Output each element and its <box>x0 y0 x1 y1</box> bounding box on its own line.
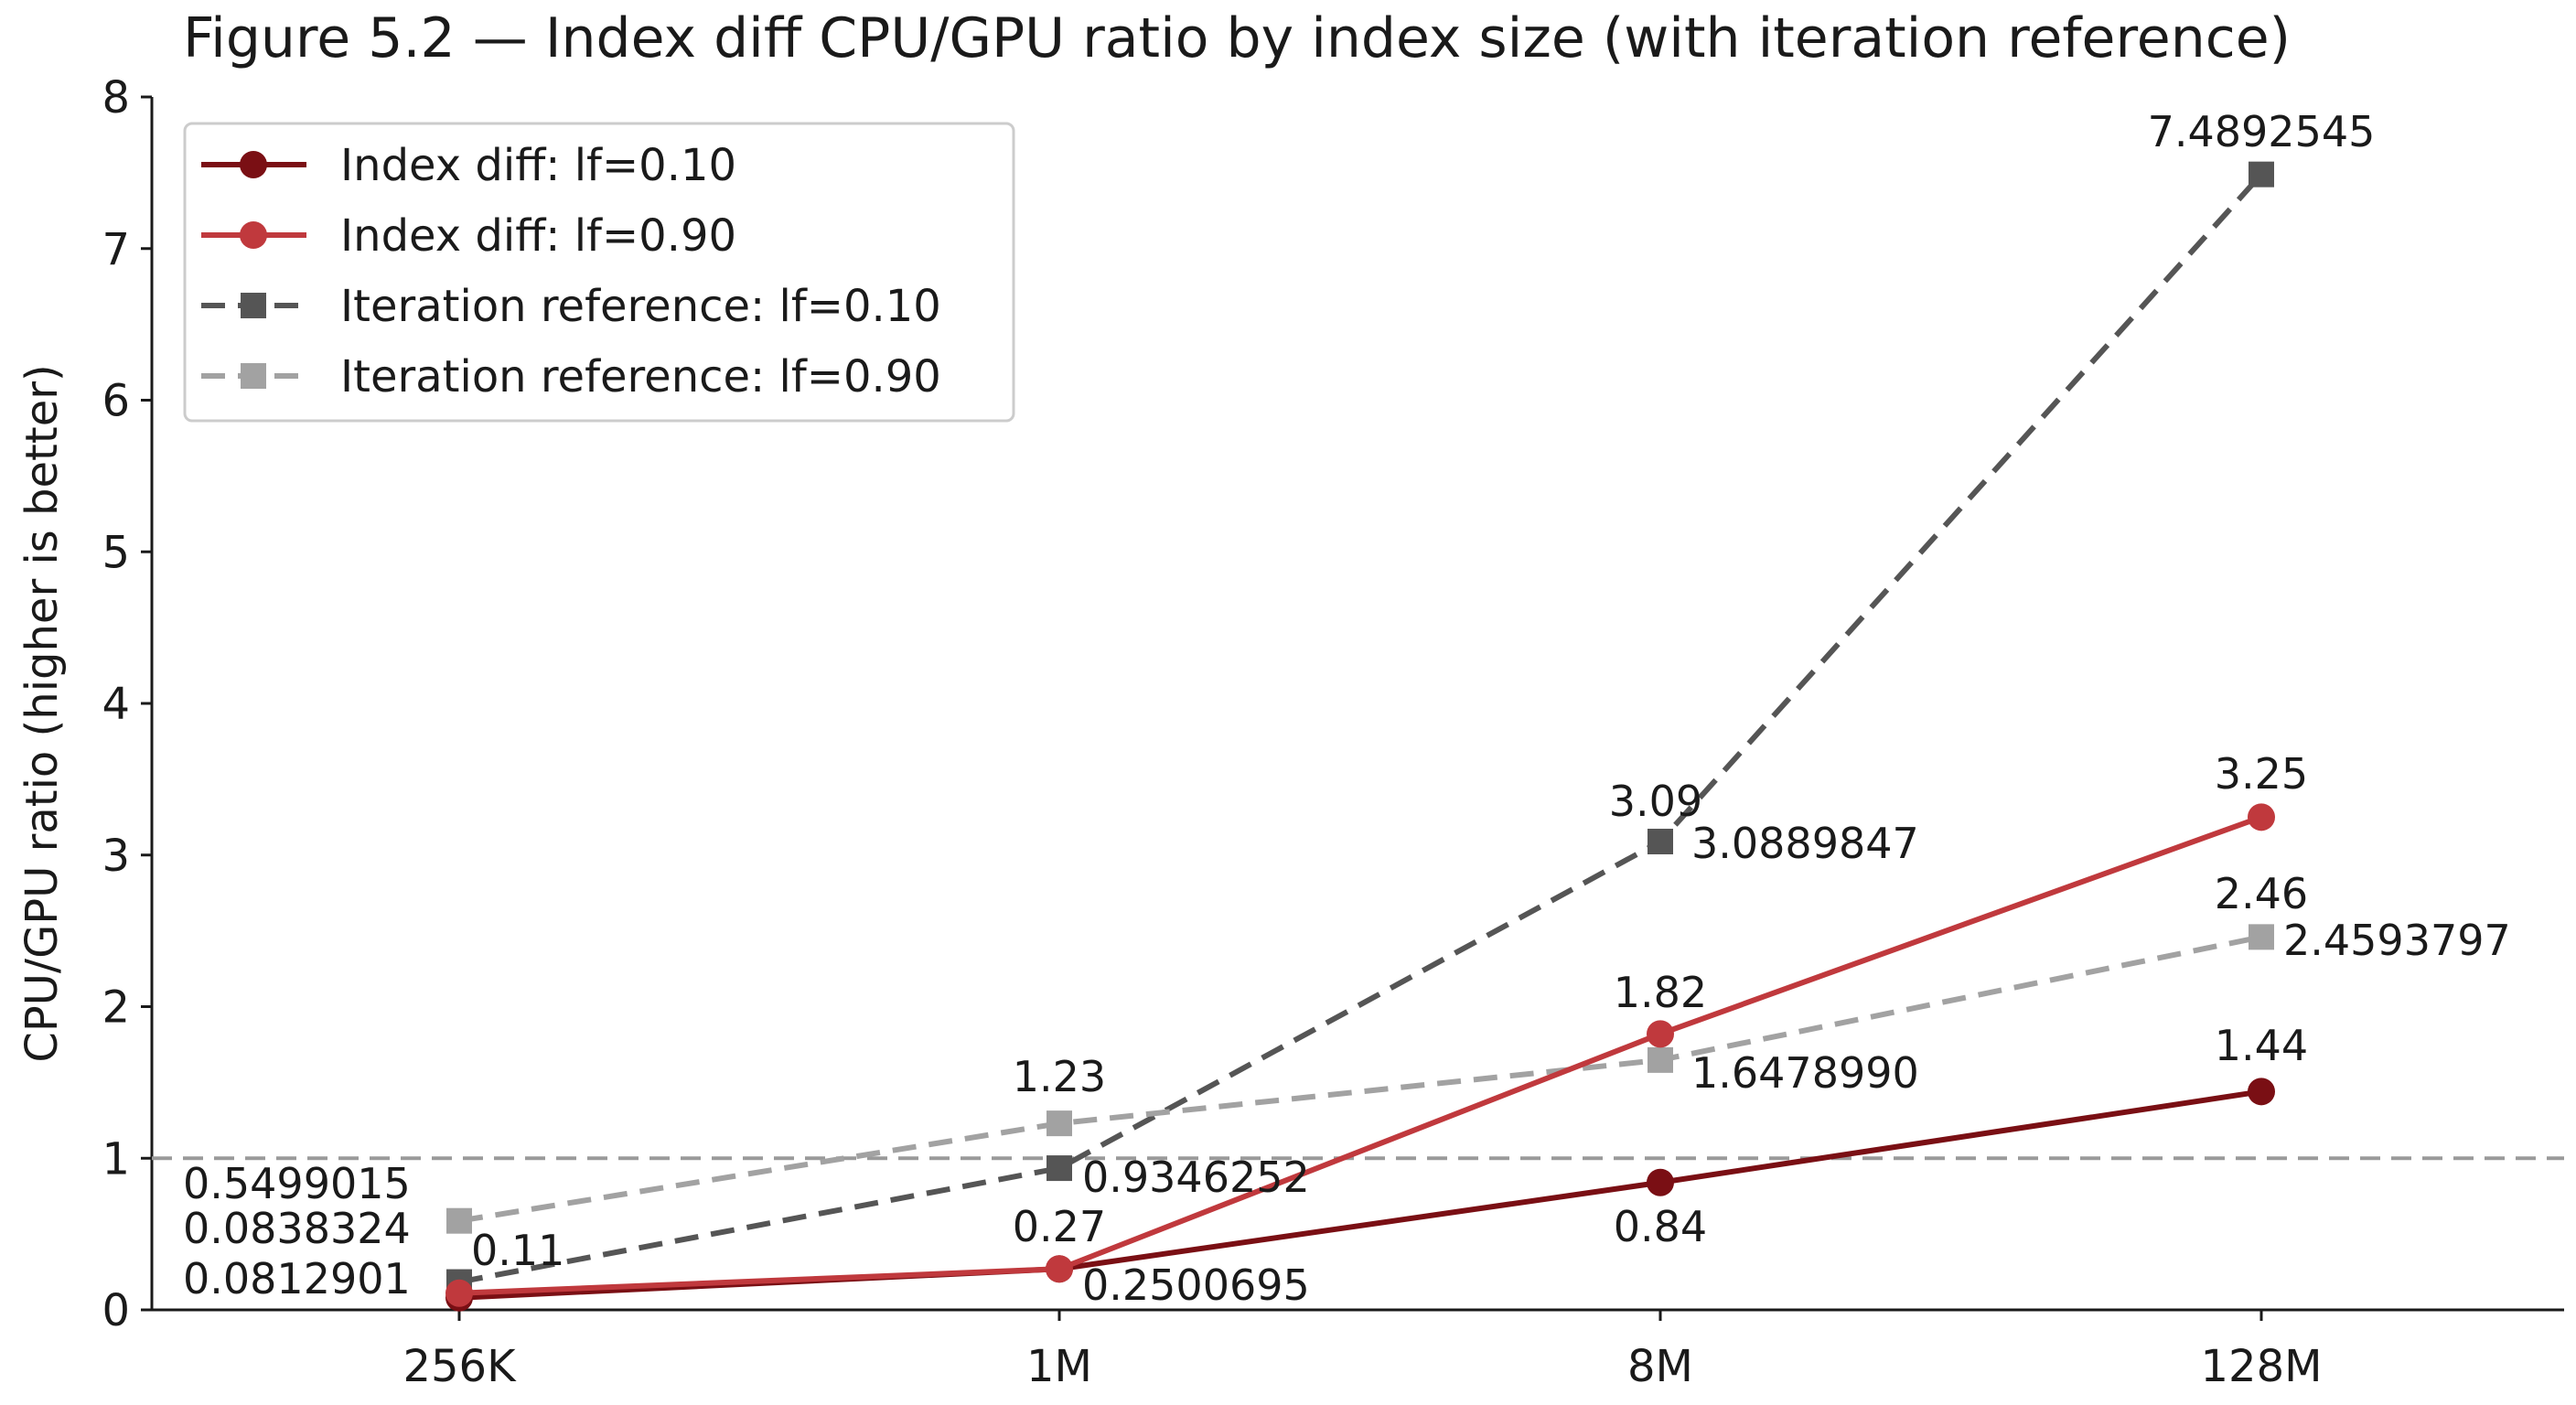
chart-title: Figure 5.2 — Index diff CPU/GPU ratio by… <box>183 6 2291 70</box>
legend-swatch-marker <box>241 363 266 389</box>
legend-box <box>183 122 1015 423</box>
data-label: 0.0812901 <box>183 1254 411 1303</box>
data-point <box>446 1207 472 1234</box>
data-label: 0.0838324 <box>183 1204 411 1253</box>
legend-swatch-marker <box>241 293 266 318</box>
y-tick-label: 2 <box>102 982 130 1034</box>
y-tick-label: 5 <box>102 527 130 578</box>
data-label: 1.82 <box>1614 968 1707 1017</box>
data-point <box>1647 1020 1674 1048</box>
x-tick-label: 256K <box>402 1341 517 1392</box>
data-label: 0.11 <box>471 1226 564 1275</box>
data-label: 2.46 <box>2215 869 2308 918</box>
y-tick-label: 1 <box>102 1133 130 1185</box>
data-label: 0.27 <box>1013 1202 1106 1251</box>
data-point <box>1046 1155 1072 1182</box>
data-point <box>1046 1110 1072 1137</box>
legend-label: Iteration reference: lf=0.90 <box>340 351 941 402</box>
legend-swatch-marker <box>240 221 267 249</box>
data-label: 7.4892545 <box>2148 107 2376 156</box>
x-tick-label: 128M <box>2200 1341 2322 1392</box>
axis-ticks: 0 1 2 3 4 5 6 7 8 256K 1M 8M 128M <box>102 72 2322 1392</box>
data-point <box>1046 1255 1073 1283</box>
data-label: 3.0889847 <box>1691 819 1919 868</box>
series-line <box>458 172 2264 1285</box>
data-label: 0.5499015 <box>183 1159 411 1208</box>
x-tick-label: 8M <box>1627 1341 1693 1392</box>
legend: Index diff: lf=0.10 Index diff: lf=0.90 It… <box>183 122 1015 423</box>
data-point <box>1648 1046 1673 1073</box>
data-point <box>2248 1078 2275 1106</box>
y-tick-label: 7 <box>102 224 130 275</box>
y-tick-label: 6 <box>102 376 130 427</box>
data-label: 0.9346252 <box>1082 1153 1310 1202</box>
data-point <box>2248 803 2275 831</box>
series-line <box>458 1089 2262 1301</box>
data-point <box>2249 161 2274 188</box>
series-layer <box>445 161 2275 1312</box>
y-tick-label: 8 <box>102 72 130 123</box>
data-point <box>1648 829 1673 855</box>
y-tick-label: 4 <box>102 679 130 730</box>
data-label: 1.23 <box>1013 1052 1106 1101</box>
legend-label: Index diff: lf=0.90 <box>340 210 736 262</box>
data-label: 0.84 <box>1614 1202 1707 1251</box>
legend-label: Iteration reference: lf=0.10 <box>340 281 941 332</box>
data-label: 3.25 <box>2215 749 2308 799</box>
series-line <box>458 814 2263 1296</box>
data-point <box>1647 1168 1674 1196</box>
data-point <box>445 1279 473 1307</box>
legend-swatch-marker <box>240 151 267 178</box>
legend-label: Index diff: lf=0.10 <box>340 140 736 191</box>
data-point <box>2249 924 2274 950</box>
data-label: 1.44 <box>2215 1021 2308 1070</box>
data-label: 0.2500695 <box>1082 1260 1310 1310</box>
data-labels-layer: 0.27 0.84 1.44 0.11 1.82 3.25 0.9346252 3.08898… <box>183 107 2511 1310</box>
y-axis-label: CPU/GPU ratio (higher is better) <box>16 364 68 1062</box>
data-label: 3.09 <box>1609 777 1702 826</box>
data-label: 1.6478990 <box>1691 1048 1919 1098</box>
y-tick-label: 0 <box>102 1285 130 1336</box>
x-tick-label: 1M <box>1026 1341 1092 1392</box>
y-tick-label: 3 <box>102 831 130 882</box>
data-label: 2.4593797 <box>2283 916 2511 965</box>
series-line <box>458 934 2262 1224</box>
